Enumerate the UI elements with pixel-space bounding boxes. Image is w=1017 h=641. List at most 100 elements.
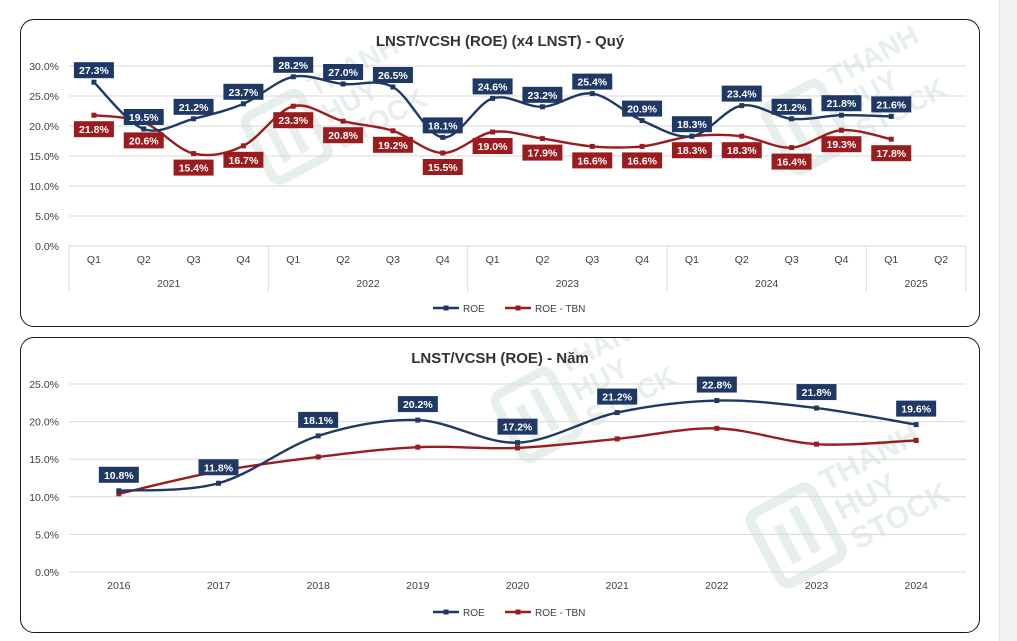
data-label-box: [896, 400, 937, 417]
y-tick-label: 25.0%: [29, 379, 59, 391]
x-tick-label: 2023: [805, 580, 829, 592]
x-tick-label: Q2: [934, 254, 948, 266]
data-point-marker: [290, 103, 296, 109]
x-tick-label: Q3: [386, 254, 400, 266]
scrollbar-track[interactable]: [999, 0, 1017, 641]
data-point-marker: [739, 103, 745, 109]
data-label: 21.2%: [179, 102, 209, 114]
data-label-box: [173, 159, 214, 176]
data-point-marker: [888, 113, 894, 119]
x-tick-label: 2018: [306, 580, 330, 592]
y-tick-label: 0.0%: [35, 567, 59, 579]
data-point-marker: [116, 491, 122, 497]
data-point-marker: [639, 143, 645, 149]
data-label: 19.5%: [129, 112, 159, 124]
legend-entry: ROE: [463, 608, 485, 619]
data-label-box: [372, 136, 413, 153]
x-tick-label: Q1: [486, 254, 500, 266]
data-label: 23.4%: [727, 89, 757, 101]
x-tick-label: 2020: [506, 580, 530, 592]
data-label-box: [472, 78, 513, 95]
data-point-marker: [838, 112, 844, 118]
watermark-bar-icon: [265, 125, 292, 164]
legend-marker-icon: [515, 609, 521, 615]
data-point-marker: [340, 81, 346, 87]
data-point-marker: [191, 116, 197, 122]
data-label: 19.6%: [901, 404, 931, 416]
data-label-box: [871, 145, 912, 162]
watermark-bar-icon: [788, 504, 822, 555]
data-label-box: [173, 98, 214, 115]
data-label: 17.2%: [503, 422, 533, 434]
data-label-box: [821, 95, 862, 112]
data-point-marker: [589, 143, 595, 149]
data-point-marker: [913, 437, 919, 443]
x-tick-label: 2019: [406, 580, 430, 592]
x-tick-label: Q4: [236, 254, 250, 266]
data-label: 20.2%: [403, 399, 433, 411]
data-label-box: [871, 96, 912, 113]
data-point-marker: [739, 133, 745, 139]
data-point-marker: [440, 150, 446, 156]
x-tick-label: Q1: [87, 254, 101, 266]
data-label-box: [721, 142, 762, 159]
data-point-marker: [714, 425, 720, 431]
y-tick-label: 10.0%: [29, 181, 59, 193]
data-label: 15.5%: [428, 162, 458, 174]
data-label-box: [671, 116, 712, 133]
data-label-box: [622, 100, 663, 117]
x-tick-label: Q1: [884, 254, 898, 266]
x-group-label: 2025: [904, 278, 928, 290]
legend-marker-icon: [443, 609, 449, 615]
legend-marker-icon: [443, 305, 449, 311]
data-label: 20.6%: [129, 135, 159, 147]
data-point-marker: [415, 444, 421, 450]
x-tick-label: Q4: [635, 254, 649, 266]
data-label-box: [422, 117, 463, 134]
data-point-marker: [216, 480, 221, 486]
data-point-marker: [191, 151, 197, 157]
x-group-label: 2024: [755, 278, 779, 290]
y-tick-label: 20.0%: [29, 417, 59, 429]
data-label-box: [298, 411, 339, 428]
data-label: 17.9%: [528, 148, 558, 160]
data-point-marker: [888, 136, 894, 142]
data-point-marker: [390, 128, 396, 134]
data-label-box: [123, 109, 164, 125]
data-point-marker: [913, 422, 919, 428]
data-point-marker: [614, 410, 620, 416]
data-label: 27.0%: [328, 67, 358, 79]
data-label-box: [73, 121, 114, 138]
data-label: 21.8%: [79, 124, 109, 136]
data-label: 23.3%: [278, 115, 308, 127]
legend-entry: ROE - TBN: [535, 608, 585, 619]
data-label: 21.2%: [602, 392, 632, 404]
data-point-marker: [91, 79, 97, 85]
data-label: 11.8%: [204, 462, 234, 474]
data-label-box: [572, 152, 613, 169]
y-tick-label: 25.0%: [29, 91, 59, 103]
data-label: 26.5%: [378, 70, 408, 82]
y-tick-label: 15.0%: [29, 454, 59, 466]
x-group-label: 2021: [157, 278, 181, 290]
watermark-bar-icon: [529, 387, 560, 432]
data-point-marker: [539, 104, 545, 110]
watermark-shield-icon: [745, 482, 847, 589]
data-label-box: [522, 86, 563, 103]
data-point-marker: [490, 129, 496, 135]
x-tick-label: 2021: [605, 580, 629, 592]
data-point-marker: [614, 436, 620, 442]
y-tick-label: 10.0%: [29, 492, 59, 504]
data-point-marker: [639, 118, 645, 124]
y-tick-label: 0.0%: [35, 241, 59, 253]
watermark-shield-icon: [240, 88, 333, 185]
data-label: 21.2%: [777, 102, 807, 114]
watermark-bar-icon: [773, 523, 802, 565]
data-label: 16.4%: [777, 157, 807, 169]
data-label-box: [223, 151, 264, 168]
y-tick-label: 15.0%: [29, 151, 59, 163]
data-label: 19.0%: [478, 141, 508, 153]
data-point-marker: [290, 74, 296, 80]
